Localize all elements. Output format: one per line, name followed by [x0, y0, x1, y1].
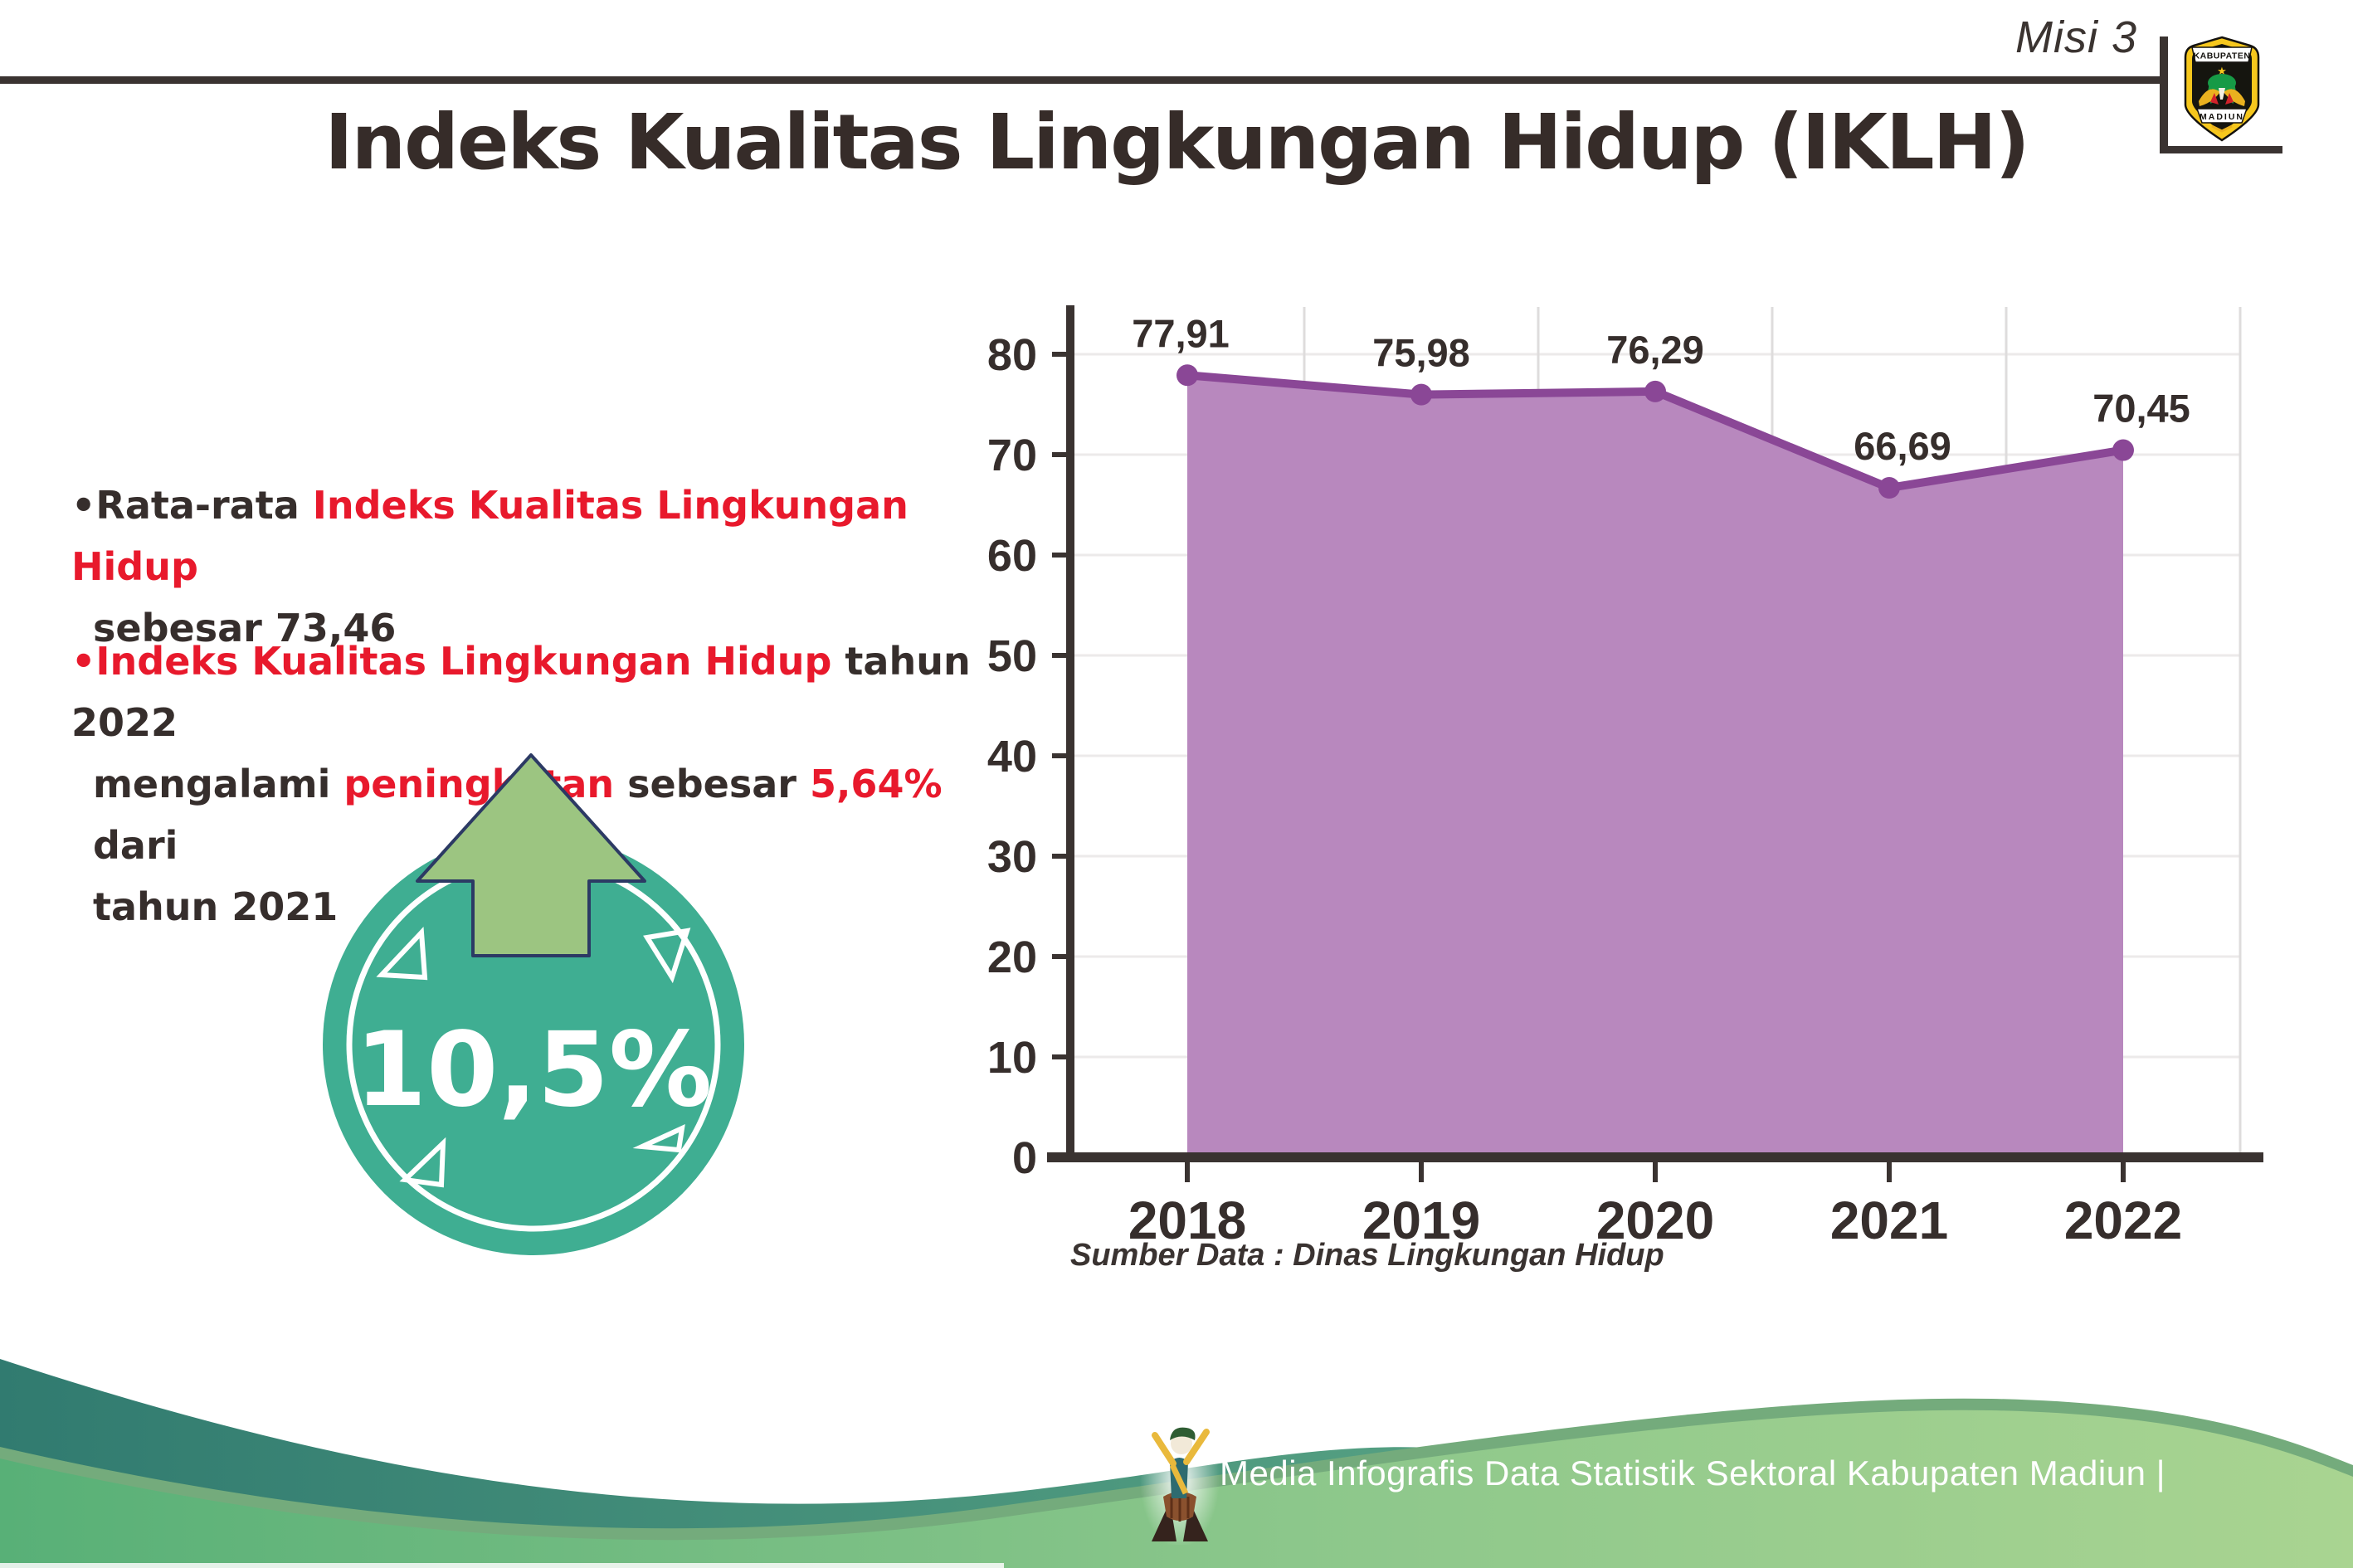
mascot-arm-right — [1183, 1429, 1210, 1465]
crest-keris — [2219, 88, 2225, 100]
y-tick-label: 80 — [987, 330, 1037, 380]
mascot-head — [1171, 1433, 1192, 1454]
x-tick-label: 2019 — [1362, 1191, 1480, 1250]
badge-value: 10,5% — [355, 1010, 712, 1130]
iklh-area-chart: 0 10 20 30 40 50 60 70 80 2018 2019 2020 2021 2022 77,… — [987, 305, 2263, 1250]
data-point-label: 77,91 — [1132, 311, 1230, 355]
chart-source-note: Sumber Data : Dinas Lingkungan Hidup — [1070, 1238, 1664, 1273]
data-point — [1176, 364, 1198, 387]
crest-bottom-banner — [2195, 108, 2248, 124]
bullet-text: •Rata-rata — [71, 483, 313, 528]
y-tick-label: 0 — [1012, 1133, 1037, 1183]
bullet-text-red: •Indeks Kualitas Lingkungan Hidup — [71, 639, 832, 684]
data-point — [1644, 380, 1666, 402]
up-arrow-icon — [416, 753, 646, 957]
crest-tree — [2208, 74, 2236, 92]
bullet-rata-rata: •Rata-rata Indeks Kualitas Lingkungan Hi… — [71, 475, 1009, 659]
kabupaten-madiun-logo: KABUPATEN ★ MADIUN — [2184, 36, 2260, 142]
y-tick-label: 20 — [987, 933, 1037, 982]
crest-chevron — [2211, 124, 2233, 133]
crest-top-banner-text: KABUPATEN — [2194, 51, 2251, 61]
y-tick-label: 30 — [987, 832, 1037, 882]
footer-caption: Media Infografis Data Statistik Sektoral… — [1220, 1454, 2166, 1493]
logo-frame-horizontal — [2160, 146, 2282, 153]
bullet-text: dari — [93, 762, 956, 868]
chart-plot-area: 0 10 20 30 40 50 60 70 80 2018 2019 2020 2021 2022 77,… — [987, 305, 2263, 1250]
badge-circle — [323, 834, 744, 1255]
bullet-text-red: 5,64% — [809, 762, 943, 806]
mascot-sash — [1169, 1463, 1189, 1495]
bullet-text-red: Indeks Kualitas Lingkungan Hidup — [71, 483, 922, 589]
badge-tick-se — [632, 1123, 685, 1153]
bullet-peningkatan: •Indeks Kualitas Lingkungan Hidup tahun … — [71, 631, 1009, 937]
bullet-text: tahun 2021 — [93, 884, 339, 929]
area-fill — [1187, 375, 2123, 1157]
page-title: Indeks Kualitas Lingkungan Hidup (IKLH) — [324, 98, 2029, 187]
crest-wing-left — [2199, 89, 2220, 106]
header-rule — [0, 76, 2161, 84]
bullet-text: mengalami — [93, 762, 344, 806]
data-point — [2112, 439, 2134, 461]
x-tick-label: 2022 — [2064, 1191, 2182, 1250]
mascot-basket-lines — [1170, 1495, 1190, 1522]
bullet-line: tahun 2021 — [71, 876, 1009, 937]
crest-ribbon-left — [2210, 93, 2219, 105]
mascot-cap — [1170, 1427, 1196, 1440]
y-tick-label: 70 — [987, 431, 1037, 480]
data-point-label: 70,45 — [2092, 387, 2190, 431]
crest-star-icon: ★ — [2217, 65, 2227, 77]
mascot-arm-left — [1152, 1432, 1176, 1467]
bullet-text: sebesar 73,46 — [93, 606, 397, 650]
wave-bottom-highlight — [0, 1563, 1004, 1568]
bullet-text: sebesar — [614, 762, 810, 806]
data-point-label: 66,69 — [1854, 424, 1951, 468]
bullet-line: mengalami peningkatan sebesar 5,64% dari — [71, 753, 1009, 876]
data-point — [1878, 477, 1900, 499]
badge-tick-nw — [376, 926, 428, 981]
badge-tick-sw — [399, 1137, 446, 1188]
crest-bottom-banner-text: MADIUN — [2200, 112, 2244, 122]
x-tick-label: 2020 — [1596, 1191, 1714, 1250]
y-tick-label: 10 — [987, 1033, 1037, 1083]
y-tick-label: 50 — [987, 631, 1037, 681]
logo-frame-vertical — [2160, 37, 2168, 153]
data-point — [1410, 383, 1432, 406]
bullet-text: tahun 2022 — [71, 639, 984, 745]
crest-ribbon-right — [2225, 93, 2234, 105]
data-point-label: 75,98 — [1372, 331, 1470, 375]
y-tick-label: 60 — [987, 531, 1037, 581]
misi-label: Misi 3 — [2014, 12, 2137, 62]
x-tick-label: 2021 — [1830, 1191, 1948, 1250]
increase-badge: 10,5% — [323, 753, 744, 1255]
y-tick-label: 40 — [987, 732, 1037, 782]
data-point-label: 76,29 — [1606, 328, 1704, 372]
badge-tick-ne — [643, 928, 691, 984]
crest-wing-right — [2224, 89, 2245, 106]
mascot-icon — [1140, 1412, 1220, 1545]
bullet-line: •Rata-rata Indeks Kualitas Lingkungan Hi… — [71, 475, 1009, 597]
bullet-line: •Indeks Kualitas Lingkungan Hidup tahun … — [71, 631, 1009, 753]
x-tick-label: 2018 — [1128, 1191, 1246, 1250]
bullet-line: sebesar 73,46 — [71, 597, 1009, 659]
crest-top-banner — [2191, 46, 2253, 63]
wave-green-band — [0, 1410, 2353, 1568]
